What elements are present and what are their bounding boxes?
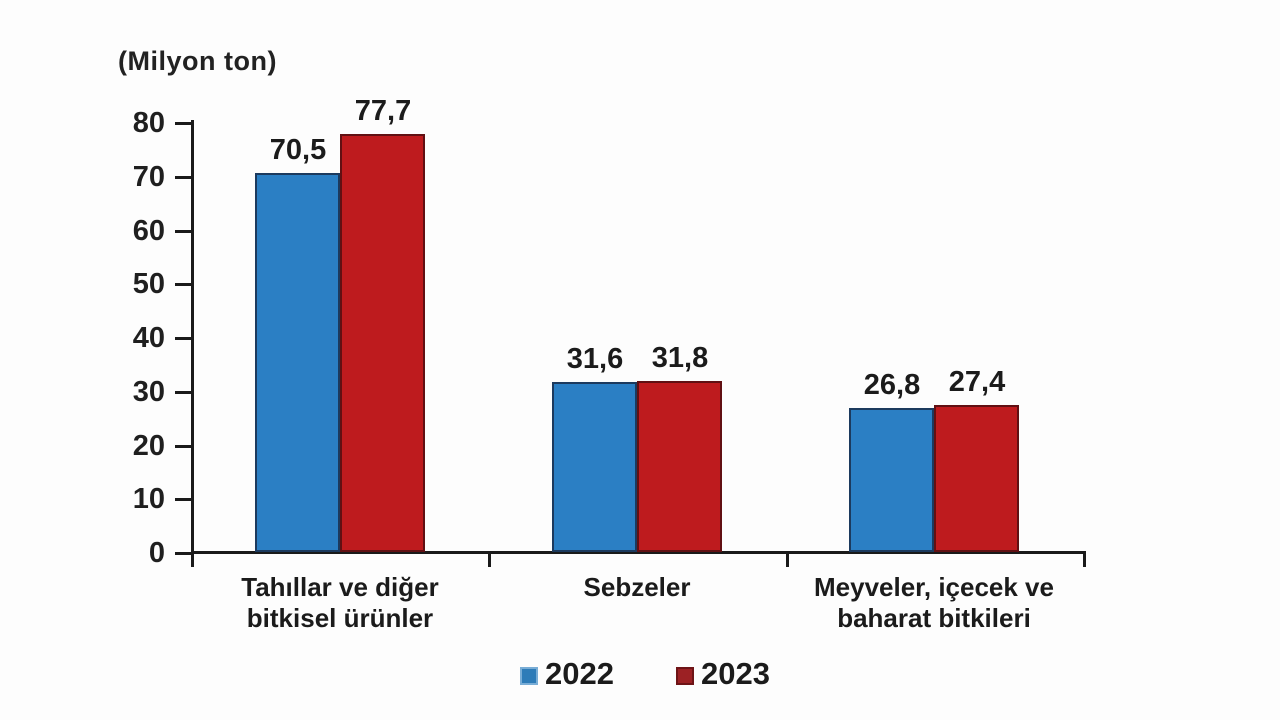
y-axis-tick-label: 30 (132, 376, 165, 408)
bar-value-label-2023-2: 27,4 (948, 366, 1006, 398)
y-axis-tick-label: 10 (132, 483, 165, 515)
bar-value-label-2023-1: 31,8 (651, 342, 709, 374)
y-axis-tick (175, 230, 194, 233)
y-axis-tick-label: 50 (132, 268, 165, 300)
bar-2023-0 (340, 134, 425, 552)
category-label-line: Tahıllar ve diğer (241, 572, 439, 602)
category-label-2: Meyveler, içecek ve baharat bitkileri (764, 572, 1104, 633)
y-axis-tick-label: 80 (132, 107, 165, 139)
x-axis-tick (786, 551, 789, 567)
y-axis-tick-label: 40 (132, 322, 165, 354)
x-axis-tick (488, 551, 491, 567)
x-axis-line (191, 551, 1086, 554)
category-label-1: Sebzeler (467, 572, 807, 603)
y-axis-tick-label: 20 (132, 430, 165, 462)
y-axis-tick (175, 283, 194, 286)
legend-item-2023: 2023 (675, 656, 770, 691)
bar-value-label-2022-0: 70,5 (269, 134, 327, 166)
y-axis-tick (175, 498, 194, 501)
y-axis-tick (175, 552, 194, 555)
category-label-line: baharat bitkileri (837, 602, 1031, 633)
chart-legend: 2022 2023 (520, 658, 770, 689)
y-axis-tick (175, 337, 194, 340)
y-axis-unit-label: (Milyon ton) (118, 46, 277, 76)
bar-2022-1 (552, 382, 637, 552)
bar-value-label-2022-2: 26,8 (863, 369, 921, 401)
category-label-line: bitkisel ürünler (246, 602, 434, 633)
x-axis-tick (1083, 551, 1086, 567)
y-axis-tick-label: 60 (132, 215, 165, 247)
y-axis-tick-label: 0 (148, 537, 165, 569)
legend-item-2022: 2022 (520, 658, 614, 689)
y-axis-tick (175, 445, 194, 448)
y-axis-tick (175, 176, 194, 179)
y-axis-tick (175, 391, 194, 394)
category-label-line: Sebzeler (583, 572, 691, 602)
x-axis-tick (191, 551, 194, 567)
bar-2022-2 (849, 408, 934, 552)
bar-value-label-2022-1: 31,6 (566, 343, 624, 375)
bar-2023-2 (934, 405, 1019, 552)
legend-swatch-2022 (520, 666, 538, 685)
category-label-line: Meyveler, içecek ve (814, 572, 1054, 602)
legend-label: 2023 (700, 656, 770, 691)
bar-value-label-2023-0: 77,7 (354, 95, 412, 127)
bar-2022-0 (255, 173, 340, 552)
y-axis-tick (175, 122, 194, 125)
category-label-0: Tahıllar ve diğer bitkisel ürünler (170, 572, 510, 633)
legend-swatch-2023 (675, 666, 694, 685)
bar-2023-1 (637, 381, 722, 552)
legend-label: 2022 (545, 656, 614, 691)
y-axis-tick-label: 70 (132, 161, 165, 193)
